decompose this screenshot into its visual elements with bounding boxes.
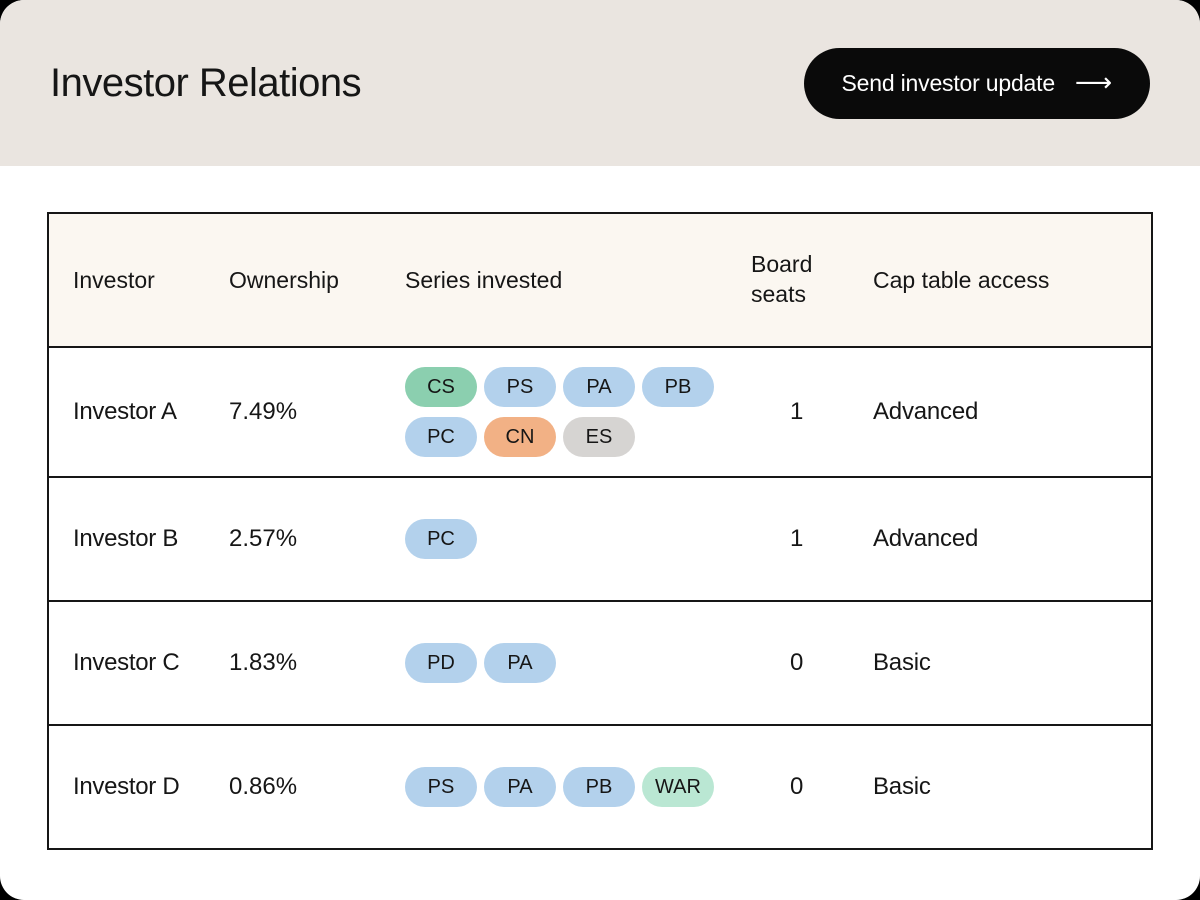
column-header-ownership: Ownership — [229, 266, 339, 293]
investors-table: Investor Ownership Series invested Board… — [47, 212, 1153, 850]
investor-name: Investor B — [73, 525, 179, 552]
cap-table-access-value: Basic — [873, 773, 931, 800]
column-header-board-seats-label: Board seats — [751, 251, 813, 307]
series-chip: PS — [484, 367, 556, 407]
board-seats-value: 1 — [790, 398, 804, 425]
series-invested-chips: PD PA — [405, 631, 751, 695]
investor-name: Investor D — [73, 773, 180, 800]
ownership-value: 0.86% — [229, 773, 298, 800]
series-invested-chips: PC — [405, 507, 751, 571]
series-chip: PC — [405, 519, 477, 559]
series-chip: PS — [405, 767, 477, 807]
series-chip: PA — [484, 643, 556, 683]
table-header-row: Investor Ownership Series invested Board… — [49, 214, 1151, 348]
series-chip: PC — [405, 417, 477, 457]
board-seats-value: 1 — [790, 525, 804, 552]
column-header-board-seats: Board seats — [751, 250, 873, 310]
table-row-investor-b: Investor B 2.57% PC 1 Advanced — [49, 478, 1151, 602]
ownership-value: 2.57% — [229, 525, 298, 552]
column-header-series-invested: Series invested — [405, 266, 563, 293]
send-investor-update-label: Send investor update — [841, 69, 1056, 96]
series-chip: ES — [563, 417, 635, 457]
series-chip: PA — [484, 767, 556, 807]
table-row-investor-d: Investor D 0.86% PS PA PB WAR 0 Basic — [49, 726, 1151, 848]
board-seats-value: 0 — [790, 649, 804, 676]
main-content: Investor Ownership Series invested Board… — [47, 212, 1153, 850]
series-invested-chips: PS PA PB WAR — [405, 755, 751, 819]
arrow-right-icon: ⟶ — [1074, 67, 1112, 97]
series-chip: PD — [405, 643, 477, 683]
investor-name: Investor A — [73, 398, 177, 425]
table-row-investor-a: Investor A 7.49% CS PS PA PB PC CN ES 1 … — [49, 348, 1151, 478]
column-header-cap-table-access: Cap table access — [873, 266, 1050, 293]
page-title: Investor Relations — [50, 60, 362, 105]
series-chip: CN — [484, 417, 556, 457]
board-seats-value: 0 — [790, 773, 804, 800]
ownership-value: 7.49% — [229, 398, 298, 425]
table-row-investor-c: Investor C 1.83% PD PA 0 Basic — [49, 602, 1151, 726]
cap-table-access-value: Advanced — [873, 525, 979, 552]
series-chip: CS — [405, 367, 477, 407]
column-header-investor: Investor — [73, 266, 155, 293]
series-chip: PB — [563, 767, 635, 807]
series-chip: WAR — [642, 767, 714, 807]
send-investor-update-button[interactable]: Send investor update ⟶ — [803, 47, 1150, 119]
cap-table-access-value: Basic — [873, 649, 931, 676]
series-chip: PA — [563, 367, 635, 407]
page-header: Investor Relations Send investor update … — [0, 0, 1200, 166]
series-invested-chips: CS PS PA PB PC CN ES — [405, 355, 751, 469]
cap-table-access-value: Advanced — [873, 398, 979, 425]
investor-name: Investor C — [73, 649, 180, 676]
series-chip: PB — [642, 367, 714, 407]
ownership-value: 1.83% — [229, 649, 298, 676]
